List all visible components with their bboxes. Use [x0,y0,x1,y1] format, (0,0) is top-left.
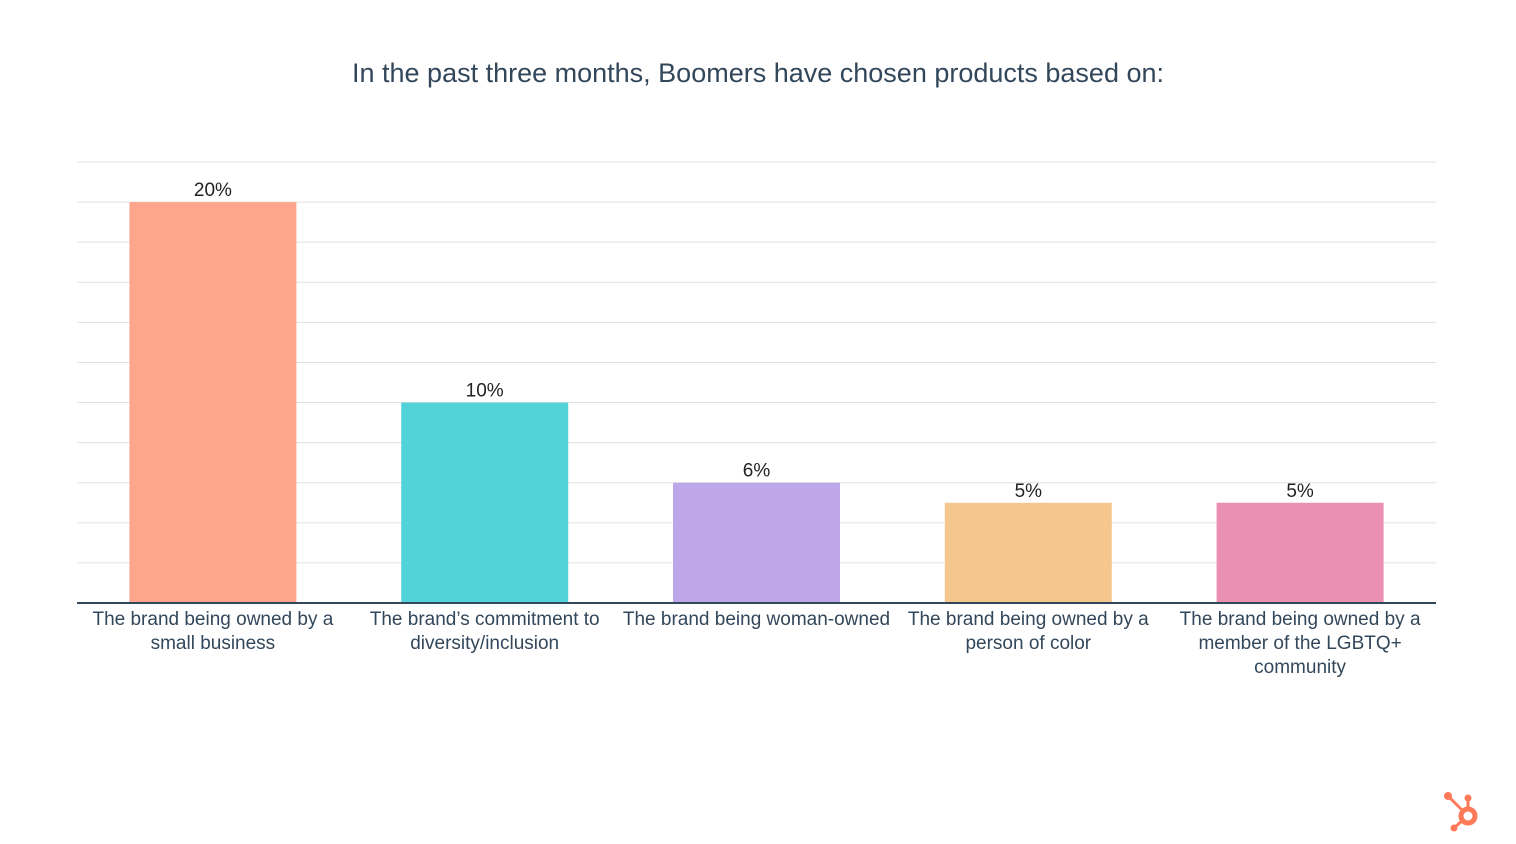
hubspot-logo-icon [1444,792,1478,832]
category-label: The brand being owned by a small busines… [92,609,334,654]
bar [944,502,1112,603]
category-label: The brand being woman-owned [622,609,891,630]
data-label: 5% [1015,481,1043,502]
bar [1216,502,1384,603]
data-label: 5% [1286,481,1314,502]
data-label: 20% [194,180,232,201]
category-label: The brand being owned by a member of the… [1179,609,1421,678]
data-label: 10% [466,381,504,402]
bar [673,482,840,603]
bar [129,202,297,603]
category-label: The brand being owned by a person of col… [907,609,1149,654]
category-label: The brand’s commitment to diversity/incl… [369,609,600,654]
bar [401,402,569,603]
chart-title: In the past three months, Boomers have c… [352,58,1164,88]
data-label: 6% [743,461,771,482]
